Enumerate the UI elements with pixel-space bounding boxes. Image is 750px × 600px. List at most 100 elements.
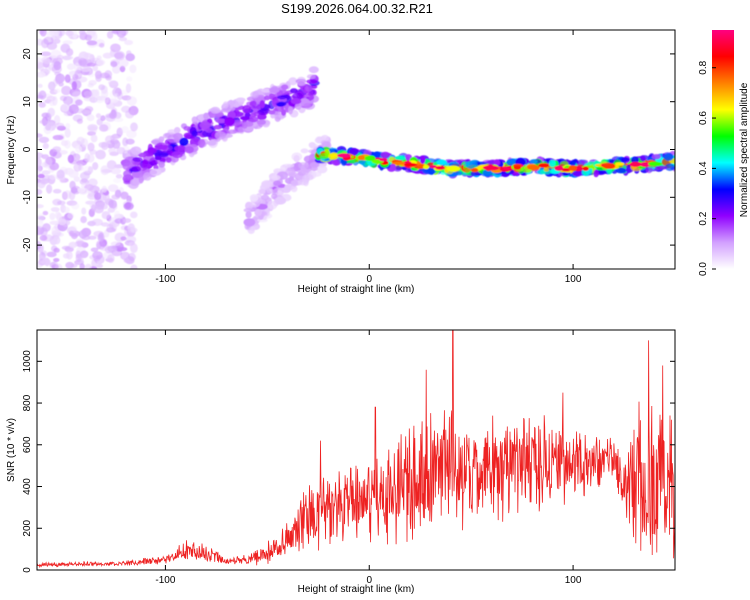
- spectrogram-cell: [417, 164, 425, 169]
- snr-frame: [36, 329, 676, 571]
- spectrogram-cell: [527, 165, 540, 171]
- spectrogram-cell: [130, 146, 142, 155]
- spectrogram-cell: [130, 264, 138, 269]
- spectrogram-cell: [96, 59, 106, 66]
- spectrogram-cell: [539, 169, 552, 175]
- spectrogram-cell: [95, 74, 102, 82]
- spectrogram-cell: [63, 190, 72, 200]
- spectrogram-cell: [50, 207, 60, 212]
- spectrogram-cell: [267, 200, 278, 210]
- x-tick-label: 100: [565, 575, 582, 586]
- spectrogram-cell: [111, 194, 121, 200]
- spectrogram-cell: [284, 184, 293, 191]
- spectrogram-cell: [292, 92, 304, 100]
- spectrogram-cell: [245, 211, 252, 219]
- spectrogram-cell: [39, 235, 48, 241]
- spectrogram-cell: [629, 161, 642, 167]
- spectrogram-cell: [303, 102, 312, 109]
- spectrogram-cell: [150, 147, 157, 154]
- spectrogram-cell: [48, 81, 56, 91]
- spectrogram-cell: [268, 110, 276, 115]
- spectrogram-cell: [651, 154, 661, 160]
- spectrogram-cell: [249, 113, 257, 118]
- spectrogram-cell: [38, 90, 47, 100]
- spectrogram-cell: [67, 212, 75, 219]
- spectrogram-cell: [274, 197, 287, 205]
- spectrogram-cell: [90, 247, 99, 253]
- spectrogram-cell: [91, 258, 98, 268]
- colorbar-tick-label: 0.6: [698, 111, 709, 125]
- spectrogram-cell: [100, 222, 110, 227]
- spectrogram-cell: [52, 188, 62, 194]
- spectrogram-cell: [269, 87, 280, 94]
- spectrogram-cell: [127, 252, 136, 262]
- spectrogram-cell: [493, 159, 501, 167]
- spectrogram-cell: [580, 159, 589, 164]
- spectrogram-cell: [99, 124, 109, 132]
- spectrogram-cell: [85, 263, 92, 269]
- spectrogram-cell: [124, 156, 136, 164]
- spectrogram-cell: [118, 37, 128, 42]
- spectrogram-cell: [75, 145, 82, 153]
- figure-title: S199.2026.064.00.32.R21: [281, 1, 433, 16]
- spectrogram-cell: [75, 99, 83, 106]
- spectrogram-cell: [81, 207, 87, 215]
- spectrogram-cell: [191, 130, 198, 137]
- spectrogram-cell: [656, 165, 668, 170]
- spectrogram-cell: [46, 251, 57, 258]
- spectrogram-cell: [561, 168, 571, 172]
- spectrogram-cell: [104, 97, 111, 105]
- spectrogram-cell: [120, 236, 127, 241]
- spectrogram-cell: [106, 31, 114, 39]
- spectrogram-cell: [66, 63, 76, 70]
- y-tick-label: -10: [22, 190, 33, 205]
- y-tick-label: 200: [22, 519, 33, 536]
- spectrogram-cell: [52, 146, 62, 153]
- spectrogram-cell: [39, 119, 49, 124]
- spectrogram-cell: [244, 121, 254, 127]
- spectrogram-cell: [486, 165, 500, 171]
- spectrogram-cell: [266, 187, 274, 194]
- spectrogram-x-ticks: -100 0 100: [155, 30, 582, 285]
- spectrogram-cell: [102, 52, 113, 59]
- spectrogram-cell: [379, 158, 388, 162]
- spectrogram-cell: [161, 145, 173, 151]
- spectrogram-cell: [46, 184, 53, 194]
- spectrogram-cell: [429, 165, 437, 169]
- spectrogram-cell: [297, 179, 309, 186]
- spectrogram-cell: [64, 74, 71, 83]
- snr-background: [37, 330, 675, 570]
- spectrogram-cell: [92, 32, 98, 41]
- spectrogram-cell: [306, 74, 316, 79]
- spectrogram-cell: [88, 80, 97, 86]
- spectrogram-cell: [543, 167, 550, 172]
- spectrogram-cell: [68, 169, 79, 178]
- spectrogram-cell: [86, 114, 95, 122]
- spectrogram-cell: [80, 250, 89, 259]
- spectrogram-cell: [66, 251, 73, 260]
- spectrogram-cell: [53, 236, 61, 245]
- spectrogram-cell: [648, 161, 663, 167]
- x-tick-label: -100: [155, 575, 175, 586]
- spectrogram-cell: [290, 98, 302, 105]
- colorbar-bar: [712, 30, 734, 269]
- spectrogram-cell: [165, 157, 172, 163]
- spectrogram-cell: [261, 180, 273, 189]
- spectrogram-cell: [615, 167, 627, 174]
- spectrogram-cell: [124, 39, 134, 46]
- colorbar-label: Normalized spectral amplitude: [739, 82, 750, 217]
- spectrogram-cell: [593, 169, 599, 178]
- spectrogram-cell: [470, 171, 480, 176]
- spectrogram-cell: [52, 96, 58, 106]
- spectrogram-cell: [113, 177, 122, 184]
- spectrogram-cell: [76, 118, 83, 124]
- spectrogram-cell: [125, 83, 132, 93]
- spectrogram-cell: [316, 165, 328, 174]
- spectrogram-cell: [116, 147, 126, 155]
- spectrogram-cell: [143, 172, 152, 181]
- spectrogram-cell: [503, 166, 511, 170]
- snr-series-line: [37, 330, 675, 569]
- spectrogram-cell: [37, 152, 44, 159]
- x-tick-label: -100: [155, 274, 175, 285]
- spectrogram-cell: [49, 220, 60, 225]
